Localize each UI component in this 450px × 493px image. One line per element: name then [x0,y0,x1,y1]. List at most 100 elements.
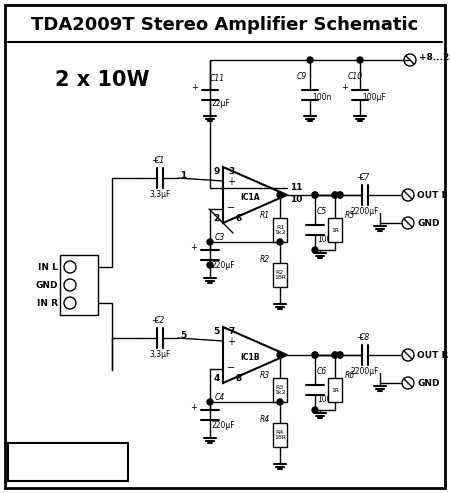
Circle shape [207,399,213,405]
Text: +8...24V: +8...24V [419,54,450,63]
Text: TDA2009T Stereo Amplifier Schematic: TDA2009T Stereo Amplifier Schematic [32,16,419,34]
Text: R1: R1 [260,211,270,219]
Text: 2: 2 [214,214,220,223]
Text: 6: 6 [235,214,241,223]
Circle shape [332,192,338,198]
Text: IC1A: IC1A [240,193,260,203]
Circle shape [307,57,313,63]
Text: −: − [227,203,235,212]
Text: +: + [356,173,364,182]
Text: IN R: IN R [37,298,58,308]
Text: R5: R5 [345,211,355,219]
Text: C11: C11 [210,74,225,83]
Text: −: − [227,362,235,373]
Text: 100n: 100n [317,395,337,404]
Circle shape [332,192,338,198]
Text: 2200μF: 2200μF [351,367,379,376]
Bar [8,443,128,481]
Bar [273,378,287,402]
Text: GND: GND [417,218,440,227]
Text: +: + [227,337,235,348]
Circle shape [337,192,343,198]
Text: C4: C4 [215,393,225,402]
Bar [273,218,287,242]
Circle shape [277,192,283,198]
Text: 1R: 1R [331,387,339,392]
Circle shape [337,192,343,198]
Text: 2 x 10W: 2 x 10W [55,70,149,90]
Text: R4
18R: R4 18R [274,429,286,440]
Circle shape [207,239,213,245]
Text: C9: C9 [297,72,307,81]
Text: R1
1k2: R1 1k2 [274,225,286,235]
Text: 1R: 1R [331,227,339,233]
Text: IN L: IN L [38,262,58,272]
Bar [273,263,287,287]
Circle shape [277,352,283,358]
Text: +: + [227,177,235,187]
Text: 8: 8 [235,374,241,383]
Circle shape [277,399,283,405]
Text: R6: R6 [345,371,355,380]
Text: C3: C3 [215,233,225,242]
Circle shape [312,247,318,253]
Bar [328,218,342,242]
Text: C6: C6 [317,367,327,376]
Text: GND: GND [417,379,440,387]
Circle shape [312,192,318,198]
Circle shape [332,352,338,358]
Text: 2200μF: 2200μF [351,207,379,216]
Text: 4: 4 [214,374,220,383]
Text: C10: C10 [347,72,363,81]
Circle shape [207,262,213,268]
Bar [60,255,98,315]
Circle shape [337,352,343,358]
Bar [273,423,287,447]
Circle shape [312,352,318,358]
Text: 3,3μF: 3,3μF [149,190,171,199]
Text: 100n: 100n [312,93,331,102]
Polygon shape [223,327,287,383]
Circle shape [312,407,318,413]
Text: C8: C8 [360,333,370,342]
Text: R2
18R: R2 18R [274,270,286,281]
Text: 3: 3 [228,167,234,176]
Text: OUT L: OUT L [417,190,447,200]
Text: +: + [152,316,158,325]
Text: +: + [191,83,198,93]
Polygon shape [223,167,287,223]
Text: R3
1k2: R3 1k2 [274,385,286,395]
Text: 100n: 100n [317,235,337,244]
Text: KOMITART: KOMITART [17,453,120,471]
Text: 10: 10 [290,196,302,205]
Text: 1: 1 [180,171,186,179]
Text: 220μF: 220μF [212,421,236,429]
Text: C7: C7 [360,173,370,182]
Text: +: + [190,403,197,413]
Bar [328,378,342,402]
Text: 5: 5 [180,330,186,340]
Circle shape [337,352,343,358]
Text: 5: 5 [214,327,220,336]
Text: C1: C1 [155,156,165,165]
Text: 22μF: 22μF [212,99,231,107]
Text: 11: 11 [290,182,302,191]
Text: GND: GND [36,281,58,289]
Text: R3: R3 [260,371,270,380]
Text: +: + [190,244,197,252]
Text: 100μF: 100μF [362,93,386,102]
Circle shape [312,192,318,198]
Text: +: + [341,83,348,93]
Text: 3,3μF: 3,3μF [149,350,171,359]
Circle shape [357,57,363,63]
Text: OUT R: OUT R [417,351,448,359]
Text: R4: R4 [260,416,270,424]
Circle shape [277,239,283,245]
Text: R2: R2 [260,255,270,265]
Text: IC1B: IC1B [240,353,260,362]
Text: 7: 7 [228,327,234,336]
Text: C5: C5 [317,207,327,216]
Text: 220μF: 220μF [212,260,236,270]
Text: +: + [152,156,158,165]
Text: C2: C2 [155,316,165,325]
